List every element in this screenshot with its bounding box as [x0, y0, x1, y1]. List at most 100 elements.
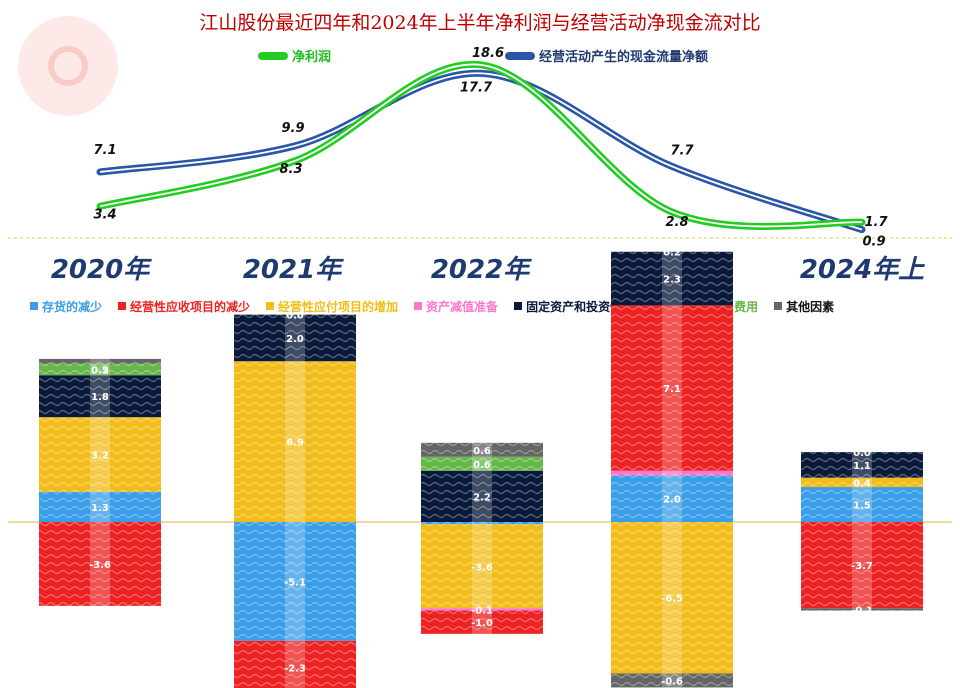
legend-swatch	[514, 302, 523, 310]
bar-data-label: -3.7	[851, 561, 873, 572]
bar-stack: 0.2 2.3 7.1 2.0 -6.5 -0.6	[611, 248, 733, 688]
bar-center-highlight	[662, 251, 682, 688]
bar-data-label: -3.6	[89, 560, 111, 571]
bar-segment	[421, 608, 543, 611]
x-axis-label: 2022年	[431, 255, 532, 285]
bar-segment	[801, 477, 923, 488]
bar-segment	[39, 358, 161, 364]
legend-swatch	[414, 302, 423, 310]
bar-data-label: -1.0	[471, 618, 493, 629]
bar-data-label: -0.1	[471, 605, 493, 616]
bar-data-label: -2.3	[284, 664, 306, 675]
bar-data-label: -0.6	[661, 676, 683, 687]
bar-data-label: 2.2	[473, 492, 491, 503]
x-axis-label: 2024年上	[800, 255, 925, 285]
bar-center-highlight	[285, 314, 305, 688]
legend-item: 其他因素	[774, 297, 834, 315]
bar-segment	[39, 417, 161, 492]
bar-segment	[611, 522, 733, 674]
legend-swatch	[774, 302, 783, 310]
bar-segment	[421, 524, 543, 609]
legend-item: 经营性应收项目的减少	[118, 297, 250, 315]
bar-data-label: 0.2	[91, 365, 109, 376]
bar-data-label: 0.2	[663, 248, 681, 259]
bar-stack: 0.6 0.6 2.2 -0.1 -1.0 -3.6	[421, 442, 543, 634]
legend-swatch	[118, 302, 127, 310]
bar-segment	[234, 361, 356, 522]
bar-data-label: 7.1	[663, 384, 681, 395]
bar-stack: 0.20.5 1.8 3.2 1.3 -3.6	[39, 358, 161, 606]
bar-segment	[421, 442, 543, 457]
legend-swatch	[266, 302, 275, 310]
bar-data-label: 0.6	[473, 446, 491, 457]
bar-data-label: 1.3	[91, 503, 109, 514]
bar-center-highlight	[852, 452, 872, 611]
legend-label: 资产减值准备	[426, 299, 499, 314]
bar-legend: 存货的减少 经营性应收项目的减少 经营性应付项目的增加 资产减值准备 固定资产和投资性房…	[30, 297, 950, 315]
bar-segment	[611, 673, 733, 688]
legend-item: 存货的减少	[30, 297, 102, 315]
bar-segment	[801, 522, 923, 609]
legend-swatch	[30, 302, 38, 310]
bar-data-label: 3.2	[91, 450, 109, 461]
bar-segment	[39, 363, 161, 376]
bar-center-highlight	[472, 442, 492, 634]
bar-data-label: 1.1	[853, 461, 871, 472]
bar-data-label: -6.5	[661, 594, 683, 605]
bar-segment	[611, 470, 733, 476]
bar-stack: 0.0 1.1 0.4 1.5 -3.7 -0.1	[801, 448, 923, 616]
chart-title: 江山股份最近四年和2024年上半年净利润与经营活动净现金流对比	[199, 12, 761, 34]
bar-segment	[801, 452, 923, 478]
line-data-label: 17.7	[460, 80, 493, 95]
legend-label: 净利润	[292, 50, 332, 65]
bar-data-label: 2.3	[663, 275, 681, 286]
bar-data-label: -3.6	[471, 562, 493, 573]
bar-data-label: 0.0	[286, 311, 304, 322]
x-axis-label: 2020年	[51, 255, 152, 285]
bar-segment	[234, 522, 356, 641]
logo-ring	[48, 46, 88, 86]
bar-segment	[421, 470, 543, 522]
legend-swatch	[258, 51, 288, 60]
bar-data-label: 0.6	[473, 460, 491, 471]
line-data-label: 8.3	[279, 162, 302, 177]
legend-label: 存货的减少	[42, 299, 103, 314]
series-line-net-profit-highlight	[99, 63, 863, 228]
series-line-operating-cash-flow	[96, 69, 866, 234]
legend-swatch	[505, 51, 535, 60]
bar-data-label: 1.5	[853, 501, 871, 512]
bar-segment	[611, 305, 733, 471]
line-data-label: 2.8	[665, 215, 688, 230]
legend-item: 经营性应付项目的增加	[266, 297, 398, 315]
bar-segment	[39, 491, 161, 522]
bar-segment	[39, 375, 161, 418]
watermark-logo	[18, 16, 118, 116]
bar-segment	[421, 610, 543, 634]
line-data-label: 7.7	[670, 143, 694, 158]
line-data-label: 3.4	[93, 207, 116, 222]
bar-center-highlight	[90, 358, 110, 606]
bar-segment	[421, 522, 543, 525]
bar-data-label: -5.1	[284, 577, 306, 588]
bar-segment	[611, 251, 733, 306]
bar-segment	[801, 487, 923, 522]
line-data-label: 0.9	[862, 235, 885, 250]
bar-data-label: -0.1	[851, 605, 873, 616]
legend-label: 经营性应付项目的增加	[278, 299, 399, 314]
bar-stack: 0.0 2.0 6.9 -5.1 -2.3	[234, 311, 356, 688]
bar-data-label: 0.4	[853, 478, 871, 489]
bar-data-label: 1.8	[91, 392, 109, 403]
bar-data-label: 0.5	[91, 365, 109, 376]
legend-label: 其他因素	[786, 299, 835, 314]
bar-segment	[234, 314, 356, 362]
bar-data-label: 2.0	[663, 495, 681, 506]
line-data-label: 1.7	[864, 215, 888, 230]
bar-data-label: 6.9	[286, 438, 304, 449]
x-axis-label: 2021年	[243, 255, 344, 285]
line-legend: 净利润 经营活动产生的现金流量净额	[0, 46, 960, 66]
bar-segment	[801, 608, 923, 611]
line-data-label: 7.1	[93, 143, 116, 158]
bar-data-label: 0.0	[853, 448, 871, 459]
bar-segment	[39, 522, 161, 606]
bar-data-label: 2.0	[286, 334, 304, 345]
